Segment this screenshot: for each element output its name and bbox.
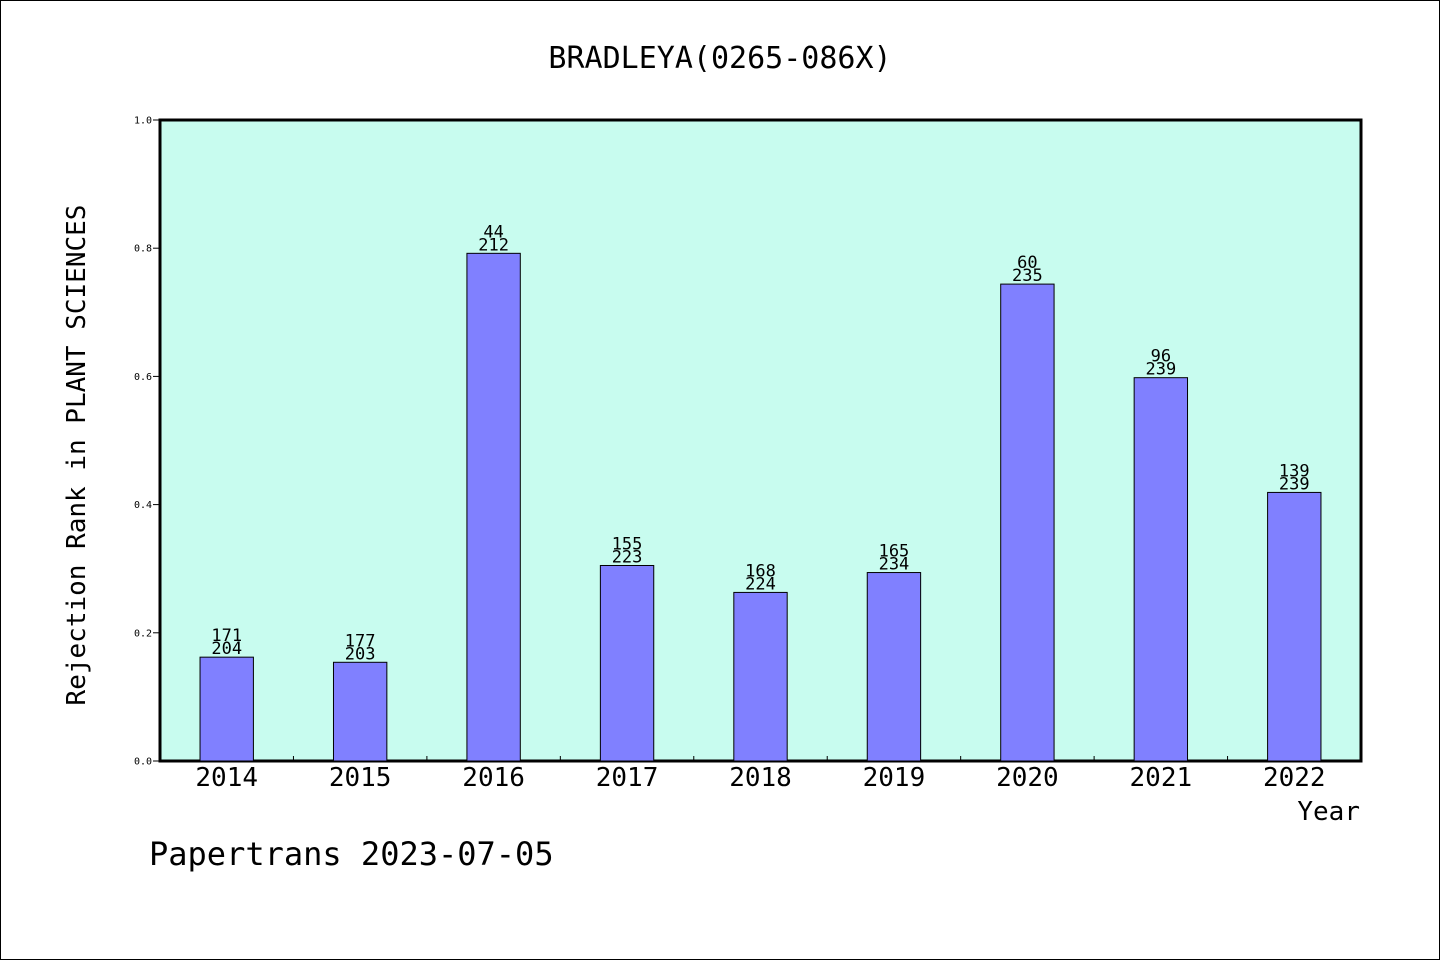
bar-total-label: 223 bbox=[612, 547, 643, 567]
bar-rank-label: 155 bbox=[612, 534, 643, 554]
bar-2022 bbox=[1267, 491, 1322, 762]
chart-title: BRADLEYA(0265-086X) bbox=[548, 41, 891, 76]
bar-total-label: 235 bbox=[1012, 266, 1043, 286]
bar-rank-label: 139 bbox=[1279, 461, 1310, 481]
bar-rank-label: 165 bbox=[879, 542, 910, 562]
y-tick-label: 0.8 bbox=[134, 244, 152, 255]
y-tick-label: 0.4 bbox=[134, 500, 152, 511]
bar-rank-label: 60 bbox=[1017, 253, 1037, 273]
y-axis: 0.0 0.2 0.4 0.6 0.8 1.0 bbox=[134, 116, 160, 768]
x-tick-label: 2020 bbox=[996, 763, 1059, 793]
bar-2017 bbox=[599, 564, 655, 762]
bar-rank-label: 177 bbox=[345, 631, 376, 651]
bar-rank-label: 96 bbox=[1151, 347, 1171, 367]
bar-2014 bbox=[199, 656, 254, 762]
footer-credit: Papertrans 2023-07-05 bbox=[149, 835, 554, 873]
y-tick-label: 1.0 bbox=[134, 116, 152, 127]
x-tick-label: 2021 bbox=[1130, 763, 1193, 793]
bar-2019 bbox=[866, 572, 922, 762]
x-tick-label: 2014 bbox=[195, 763, 258, 793]
bar-2016 bbox=[466, 252, 521, 762]
x-tick-label: 2016 bbox=[462, 763, 525, 793]
y-tick-label: 0.0 bbox=[134, 757, 152, 768]
bar-rank-label: 44 bbox=[483, 222, 503, 242]
bar-total-label: 239 bbox=[1145, 360, 1176, 380]
bar-total-label: 234 bbox=[879, 555, 910, 575]
bar-2015 bbox=[332, 661, 388, 762]
y-axis-label: Rejection Rank in PLANT SCIENCES bbox=[62, 205, 92, 706]
y-tick-label: 0.2 bbox=[134, 628, 152, 639]
bar-total-label: 224 bbox=[745, 574, 776, 594]
x-tick-label: 2015 bbox=[329, 763, 392, 793]
x-tick-label: 2017 bbox=[596, 763, 659, 793]
bar-rank-label: 168 bbox=[745, 561, 776, 581]
x-axis-label: Year bbox=[1297, 797, 1360, 827]
x-tick-label: 2018 bbox=[729, 763, 792, 793]
x-tick-label: 2022 bbox=[1263, 763, 1326, 793]
bar-2020 bbox=[1000, 283, 1055, 762]
bar-rank-label: 171 bbox=[211, 626, 242, 646]
bar-total-label: 203 bbox=[345, 644, 376, 664]
bar-2021 bbox=[1133, 377, 1189, 762]
bar-total-label: 204 bbox=[211, 639, 242, 659]
bar-2018 bbox=[733, 591, 788, 762]
x-axis: 2014 2015 2016 2017 2018 2019 2020 2021 2022 bbox=[195, 756, 1326, 793]
y-tick-label: 0.6 bbox=[134, 372, 152, 383]
bar-total-label: 212 bbox=[478, 235, 509, 255]
bar-total-label: 239 bbox=[1279, 474, 1310, 494]
x-tick-label: 2019 bbox=[863, 763, 926, 793]
